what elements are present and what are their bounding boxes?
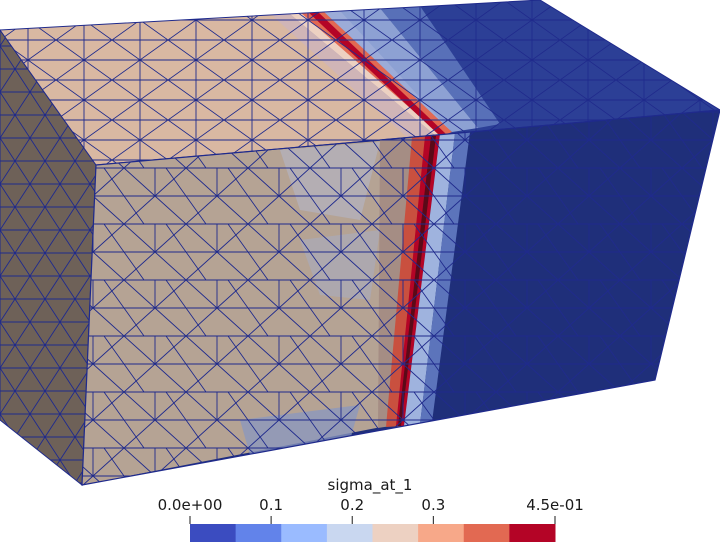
colorbar-bin [326, 524, 373, 542]
colorbar-tick-label: 0.2 [340, 496, 365, 514]
colorbar-bin [418, 524, 465, 542]
colorbar-bin [509, 524, 556, 542]
colorbar-bin [463, 524, 510, 542]
colorbar-bin [281, 524, 328, 542]
box-front-face [81, 109, 720, 486]
colorbar-tick-label: 0.0e+00 [157, 496, 223, 514]
colorbar [189, 516, 556, 542]
colorbar-title: sigma_at_1 [327, 476, 413, 494]
colorbar-bin [190, 524, 237, 542]
colorbar-tick-label: 4.5e-01 [526, 496, 584, 514]
colorbar-tick-label: 0.1 [259, 496, 284, 514]
colorbar-bin [235, 524, 282, 542]
colorbar-bin [372, 524, 419, 542]
colorbar-tick-label: 0.3 [421, 496, 446, 514]
